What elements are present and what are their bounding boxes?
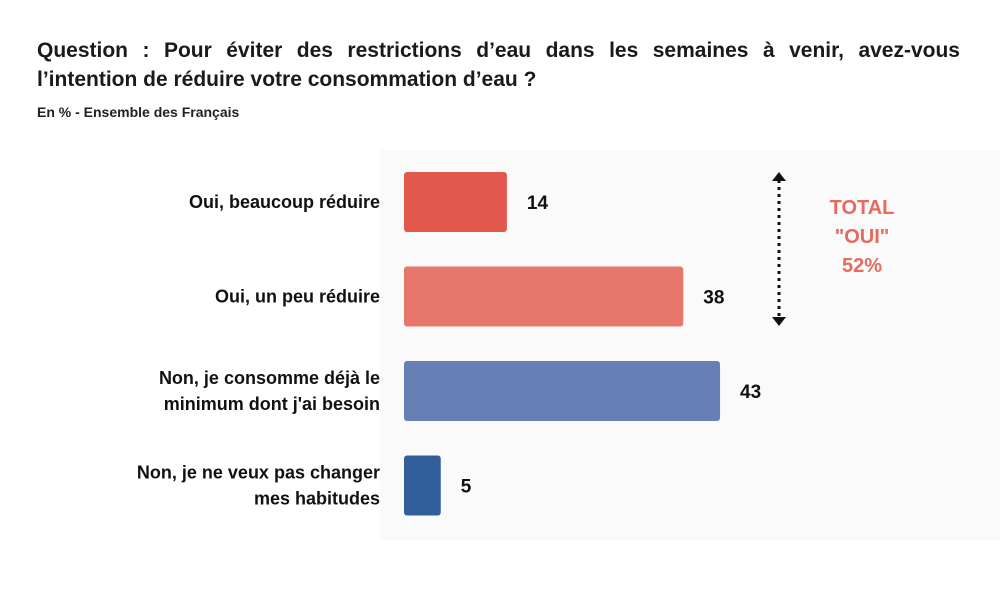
- value-label-2: 38: [703, 288, 724, 309]
- total-value: 52%: [841, 255, 883, 277]
- bar-3: [404, 361, 721, 421]
- category-label-2: Oui, un peu réduire: [215, 287, 380, 307]
- category-label-1: Oui, beaucoup réduire: [189, 192, 380, 212]
- value-label-4: 5: [461, 477, 472, 498]
- category-label-4: Non, je ne veux pas changer mes habitudes: [137, 463, 380, 509]
- total-oui-annotation: TOTAL "OUI" 52%: [812, 194, 912, 281]
- total-label: TOTAL: [829, 197, 895, 219]
- category-label-3: Non, je consomme déjà le minimum dont j'a…: [159, 368, 380, 414]
- bar-1: [404, 172, 507, 232]
- page-title: Question : Pour éviter des restrictions …: [37, 39, 960, 91]
- arrow-down-icon: [772, 317, 786, 326]
- page-subtitle: En % - Ensemble des Français: [37, 104, 240, 120]
- value-label-3: 43: [740, 382, 761, 403]
- value-label-1: 14: [527, 193, 549, 214]
- arrow-up-icon: [772, 172, 786, 181]
- bar-4: [404, 455, 441, 516]
- bar-2: [404, 266, 684, 327]
- total-oui-label: "OUI": [834, 226, 890, 248]
